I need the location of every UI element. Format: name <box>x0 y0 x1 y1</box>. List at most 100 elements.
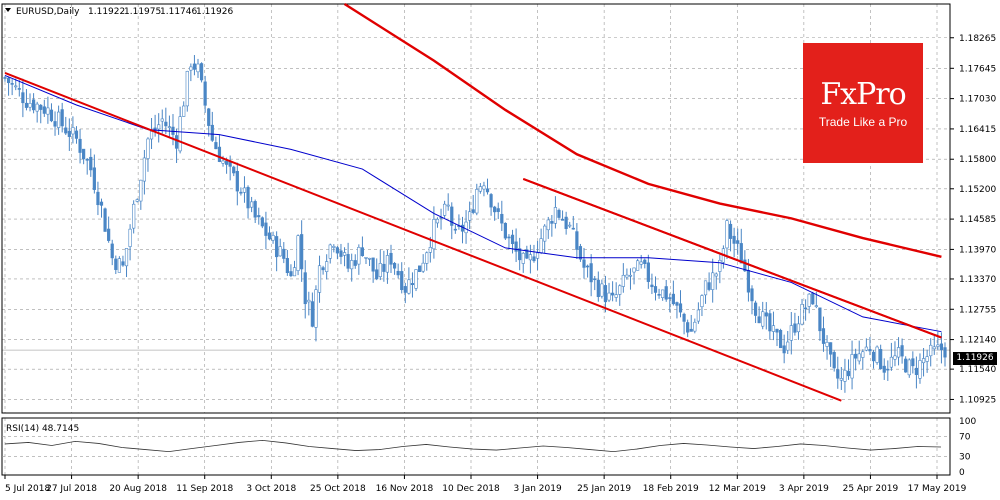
candle-body <box>246 186 250 209</box>
candle-body <box>793 323 797 333</box>
candle-body <box>335 247 339 254</box>
candle-body <box>375 269 379 280</box>
fast-moving-average-line <box>4 74 942 333</box>
candle-body <box>189 66 193 71</box>
x-tick-label: 17 May 2019 <box>908 484 967 494</box>
candle-body <box>328 244 332 259</box>
candle-body <box>736 240 740 244</box>
candle-body <box>918 360 922 379</box>
candle-body <box>250 201 254 208</box>
candle-body <box>78 138 82 153</box>
y-tick-label: 1.11540 <box>959 365 996 375</box>
candle-body <box>932 346 936 350</box>
candle-body <box>589 263 593 283</box>
candle-body <box>739 243 743 264</box>
candle-body <box>142 157 146 182</box>
x-tick-label: 25 Jan 2019 <box>577 484 631 494</box>
candle-body <box>943 347 947 358</box>
candle-body <box>864 346 868 351</box>
trend-lines <box>4 72 942 402</box>
candle-body <box>678 303 683 313</box>
candle-body <box>357 247 361 265</box>
candle-body <box>407 279 411 294</box>
candle-body <box>743 259 747 272</box>
candle-body <box>861 351 865 358</box>
candle-body <box>139 179 143 202</box>
candle-body <box>500 213 504 224</box>
candle-body <box>668 297 672 299</box>
candle-body <box>31 99 36 111</box>
candle-body <box>525 249 529 259</box>
x-tick-label: 25 Oct 2018 <box>310 484 366 494</box>
candle-body <box>196 63 200 73</box>
candle-body <box>185 71 189 107</box>
candle-body <box>282 248 286 259</box>
candle-body <box>657 294 661 296</box>
candle-body <box>889 356 893 368</box>
candle-body <box>832 352 836 369</box>
y-tick-label: 1.15800 <box>959 155 996 165</box>
candle-body <box>929 344 933 357</box>
candle-body <box>546 219 550 231</box>
candle-body <box>17 88 21 90</box>
candles <box>3 55 947 393</box>
candle-body <box>310 301 314 327</box>
candle-body <box>24 102 29 108</box>
rsi-frame <box>1 417 951 476</box>
rsi-line <box>4 439 942 453</box>
candle-body <box>60 109 64 127</box>
candle-body <box>428 247 432 253</box>
candle-body <box>396 270 400 276</box>
candle-body <box>804 307 808 310</box>
candle-body <box>768 313 772 332</box>
candle-body <box>607 292 611 301</box>
rsi-tick-label: 30 <box>959 453 971 463</box>
candle-body <box>435 218 440 224</box>
x-tick-label: 25 Apr 2019 <box>843 484 899 494</box>
candle-body <box>221 160 225 164</box>
candle-body <box>350 260 354 270</box>
candle-body <box>796 323 801 333</box>
candle-body <box>339 250 343 257</box>
candle-body <box>568 224 572 227</box>
candle-body <box>753 302 758 316</box>
candle-body <box>578 246 583 260</box>
candle-body <box>271 235 275 241</box>
candle-body <box>653 286 658 293</box>
candle-body <box>192 63 197 70</box>
x-tick-label: 27 Jul 2018 <box>46 484 97 494</box>
candle-body <box>700 295 704 308</box>
price-axis: 1.18265 1.17645 1.17030 1.16415 1.15800 1.152… <box>950 34 996 405</box>
candle-body <box>732 235 736 244</box>
ohlc-low: 1.11746 <box>160 7 197 17</box>
y-tick-label: 1.17030 <box>959 95 996 105</box>
candle-body <box>49 109 54 122</box>
candle-body <box>160 118 164 122</box>
candle-body <box>303 272 307 305</box>
candle-body <box>664 286 668 300</box>
candle-body <box>285 258 289 274</box>
candle-body <box>814 305 818 307</box>
collapse-triangle-icon[interactable] <box>5 8 11 12</box>
candle-body <box>110 243 114 259</box>
candle-body <box>646 262 650 282</box>
candle-body <box>171 126 175 135</box>
candle-body <box>35 103 39 112</box>
ohlc-high: 1.11975 <box>124 7 161 17</box>
candle-body <box>450 206 454 226</box>
candle-body <box>854 353 858 359</box>
candle-body <box>553 207 558 224</box>
candle-body <box>378 263 382 277</box>
candle-body <box>728 223 733 239</box>
y-tick-label: 1.12755 <box>959 305 996 315</box>
candle-body <box>421 262 425 272</box>
ohlc-close: 1.11926 <box>196 7 233 17</box>
candle-body <box>232 166 236 174</box>
rsi-tick-label: 70 <box>959 432 971 442</box>
candle-body <box>843 369 847 382</box>
candle-body <box>67 130 71 137</box>
fxpro-logo: FxPro Trade Like a Pro <box>803 43 923 163</box>
candle-body <box>289 271 293 277</box>
